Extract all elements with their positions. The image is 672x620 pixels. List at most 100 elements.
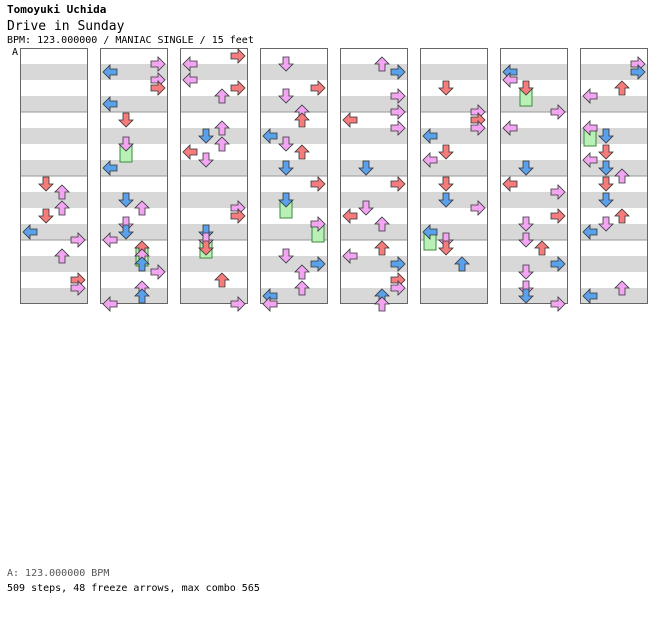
- step-arrow: [198, 240, 214, 256]
- beat-stripe: [180, 96, 248, 112]
- step-arrow: [198, 232, 214, 248]
- step-arrow: [342, 208, 358, 224]
- step-arrow: [358, 160, 374, 176]
- column-border: [500, 48, 568, 304]
- beat-stripe: [20, 64, 88, 80]
- column-border: [580, 48, 648, 304]
- chart-column: [100, 48, 168, 312]
- step-arrow: [550, 256, 566, 272]
- beat-stripe: [340, 224, 408, 240]
- step-arrow: [38, 208, 54, 224]
- chart-column: [20, 48, 88, 304]
- step-arrow: [278, 88, 294, 104]
- beat-stripe: [20, 256, 88, 272]
- bpm-marker: A: [12, 47, 19, 58]
- artist-name: Tomoyuki Uchida: [7, 3, 107, 16]
- step-arrow: [342, 112, 358, 128]
- beat-stripe: [420, 160, 488, 176]
- step-arrow: [502, 72, 518, 88]
- step-arrow: [278, 160, 294, 176]
- step-arrow: [470, 200, 486, 216]
- beat-stripe: [500, 224, 568, 240]
- beat-stripe: [500, 256, 568, 272]
- bpm-footer: A: 123.000000 BPM: [7, 568, 110, 579]
- step-arrow: [390, 280, 406, 296]
- beat-stripe: [100, 160, 168, 176]
- step-arrow: [582, 88, 598, 104]
- step-arrow: [470, 120, 486, 136]
- step-arrow: [374, 56, 390, 72]
- beat-stripe: [580, 288, 648, 304]
- step-arrow: [614, 80, 630, 96]
- step-arrow: [22, 224, 38, 240]
- beat-stripe: [100, 128, 168, 144]
- step-arrow: [118, 216, 134, 232]
- beat-stripe: [20, 288, 88, 304]
- beat-stripe: [180, 192, 248, 208]
- beat-stripe: [420, 192, 488, 208]
- step-arrow: [310, 80, 326, 96]
- column-border: [260, 48, 328, 304]
- step-arrow: [390, 120, 406, 136]
- beat-stripe: [260, 256, 328, 272]
- chart-column: [500, 48, 568, 312]
- step-arrow: [134, 200, 150, 216]
- step-arrow: [422, 128, 438, 144]
- beat-stripe: [100, 64, 168, 80]
- step-arrow: [438, 192, 454, 208]
- beat-stripe: [340, 288, 408, 304]
- beat-stripe: [20, 160, 88, 176]
- step-arrow: [278, 56, 294, 72]
- step-arrow: [518, 264, 534, 280]
- beat-stripe: [180, 128, 248, 144]
- beat-stripe: [420, 128, 488, 144]
- step-arrow: [294, 280, 310, 296]
- beat-stripe: [500, 160, 568, 176]
- step-arrow: [614, 208, 630, 224]
- step-arrow: [38, 176, 54, 192]
- step-arrow: [374, 216, 390, 232]
- step-arrow: [342, 248, 358, 264]
- chart-column: [260, 48, 328, 312]
- step-arrow: [134, 256, 150, 272]
- step-arrow: [598, 144, 614, 160]
- step-arrow: [230, 80, 246, 96]
- beat-stripe: [580, 224, 648, 240]
- column-border: [340, 48, 408, 304]
- step-arrow: [214, 88, 230, 104]
- step-arrow: [630, 64, 646, 80]
- step-arrow: [150, 80, 166, 96]
- step-arrow: [518, 80, 534, 96]
- beat-stripe: [260, 128, 328, 144]
- beat-stripe: [100, 96, 168, 112]
- step-arrow: [374, 240, 390, 256]
- step-arrow: [182, 56, 198, 72]
- beat-stripe: [340, 256, 408, 272]
- step-arrow: [150, 56, 166, 72]
- step-arrow: [294, 264, 310, 280]
- beat-stripe: [260, 192, 328, 208]
- step-arrow: [438, 80, 454, 96]
- step-arrow: [230, 48, 246, 64]
- beat-stripe: [260, 64, 328, 80]
- step-arrow: [214, 272, 230, 288]
- step-arrow: [182, 72, 198, 88]
- step-arrow: [134, 288, 150, 304]
- step-arrow: [294, 144, 310, 160]
- step-arrow: [118, 112, 134, 128]
- song-title: Drive in Sunday: [7, 19, 125, 34]
- beat-stripe: [340, 64, 408, 80]
- beat-stripe: [180, 64, 248, 80]
- chart-column: [180, 48, 248, 312]
- step-arrow: [598, 192, 614, 208]
- step-arrow: [438, 240, 454, 256]
- step-arrow: [182, 144, 198, 160]
- chart-column: [340, 48, 408, 312]
- step-arrow: [214, 120, 230, 136]
- step-arrow: [550, 208, 566, 224]
- step-arrow: [550, 296, 566, 312]
- step-arrow: [54, 200, 70, 216]
- step-arrow: [278, 136, 294, 152]
- step-arrow: [582, 120, 598, 136]
- chart-meta: BPM: 123.000000 / MANIAC SINGLE / 15 fee…: [7, 35, 254, 46]
